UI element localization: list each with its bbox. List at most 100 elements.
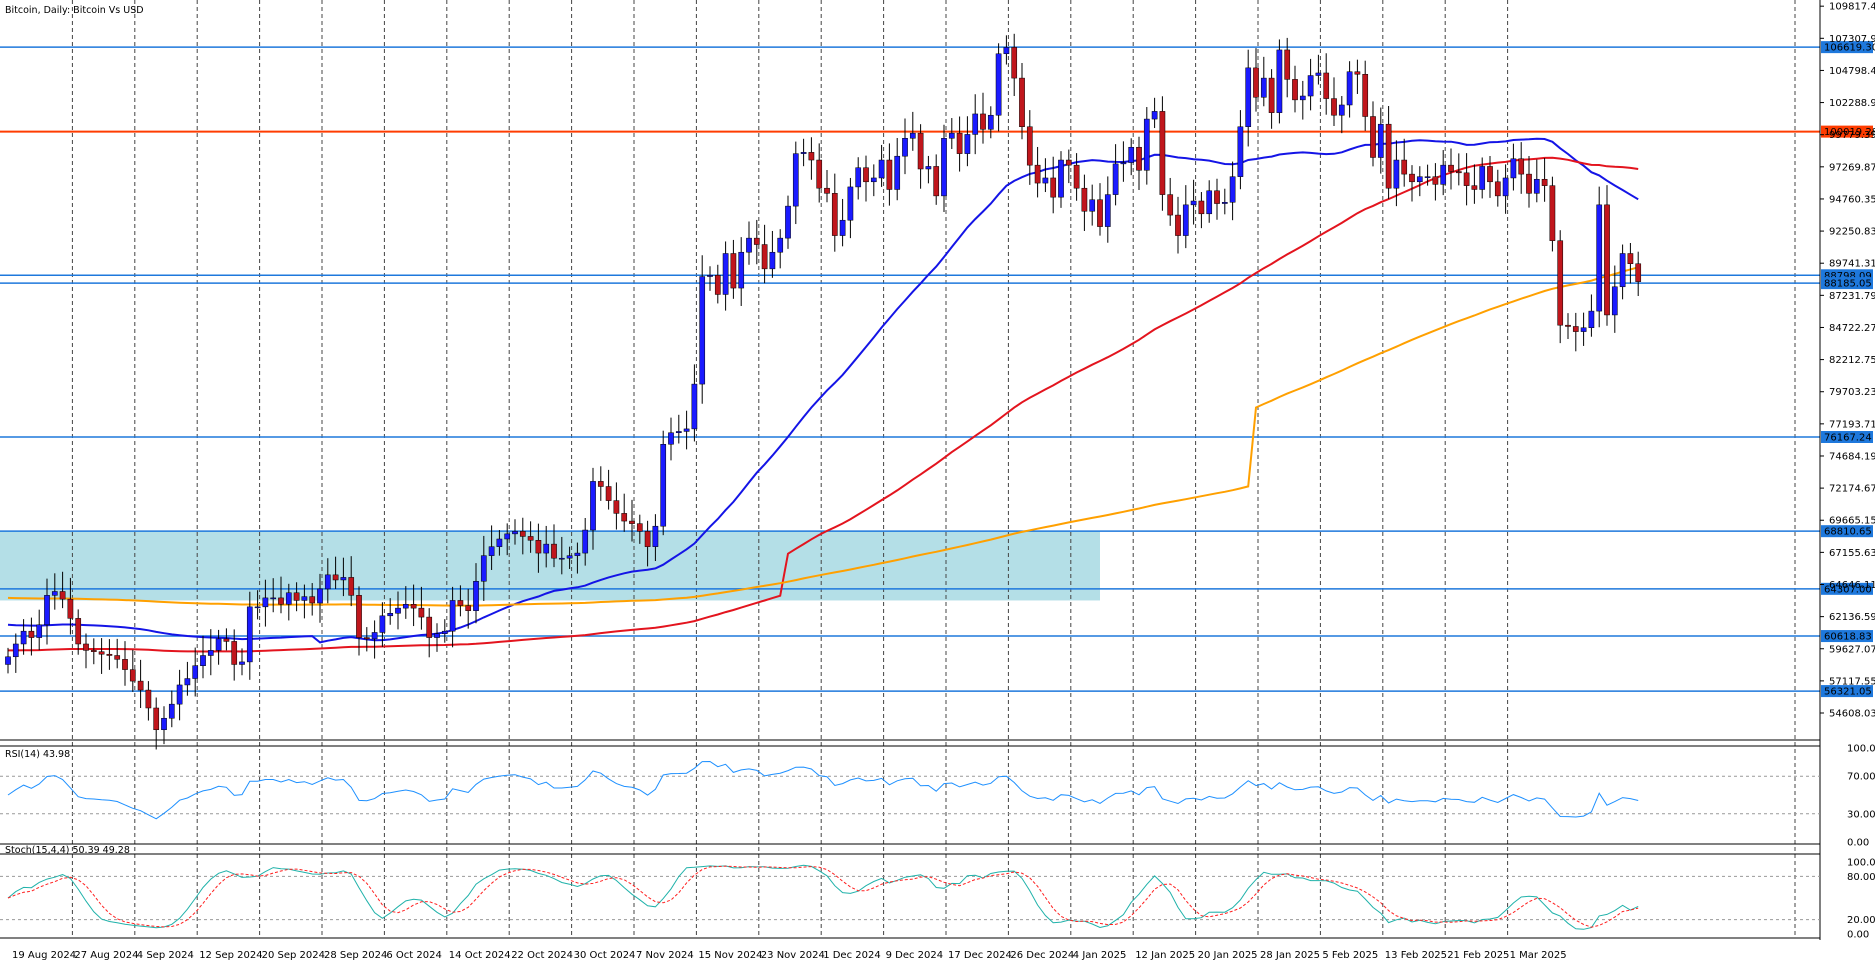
candle-body xyxy=(1081,187,1088,212)
candle-body xyxy=(496,538,503,547)
candle-body xyxy=(1120,162,1127,165)
candle-body xyxy=(691,383,698,430)
candle-body xyxy=(418,607,425,618)
candle-body xyxy=(1331,98,1337,116)
candle-body xyxy=(870,177,877,183)
candle-body xyxy=(457,600,464,606)
candle-body xyxy=(1019,77,1025,127)
level-tag xyxy=(1821,525,1873,538)
candle-body xyxy=(254,606,261,609)
price-tick-label: 62136.59 xyxy=(1829,612,1875,623)
candle-body xyxy=(137,680,144,691)
candle-body xyxy=(161,717,167,731)
candle-body xyxy=(1541,178,1548,186)
price-axis: 109817.47 107307.95 104798.43 102288.91 9977… xyxy=(0,0,1875,940)
candle-body xyxy=(1128,146,1135,163)
candle-body xyxy=(1050,177,1057,198)
candle-body xyxy=(1416,176,1423,183)
candle-body xyxy=(753,237,760,245)
candle-body xyxy=(114,655,121,660)
price-tick-label: 72174.67 xyxy=(1829,484,1875,495)
candle-body xyxy=(1572,326,1579,332)
candle-body xyxy=(145,689,152,709)
candle-body xyxy=(1182,204,1189,236)
candle-body xyxy=(785,205,791,239)
candle-body xyxy=(839,219,846,236)
candles xyxy=(5,33,1642,750)
price-tick-label: 89741.31 xyxy=(1829,259,1875,270)
price-tick-label: 67155.63 xyxy=(1829,548,1875,559)
candle-body xyxy=(301,596,308,601)
rsi-line xyxy=(7,760,1639,820)
candle-body xyxy=(1588,310,1595,329)
level-tag xyxy=(1821,582,1873,595)
candle-body xyxy=(535,540,542,554)
candle-body xyxy=(449,600,456,632)
indicator-panels: 100.00 70.00 30.00 0.00 100.00 80.00 20.00 0.00 xyxy=(0,744,1875,941)
candle-body xyxy=(792,153,799,207)
price-tick-label: 57117.55 xyxy=(1829,676,1875,687)
candle-body xyxy=(558,557,565,560)
date-label: 26 Dec 2024 xyxy=(1010,950,1074,961)
candle-body xyxy=(395,607,401,614)
candle-body xyxy=(582,529,589,554)
candle-body xyxy=(746,237,752,253)
candle-body xyxy=(1409,173,1415,183)
price-tick-label: 79703.23 xyxy=(1829,387,1875,398)
candle-body xyxy=(1034,164,1041,184)
candle-body xyxy=(1112,163,1119,195)
candle-body xyxy=(317,588,323,604)
candle-body xyxy=(551,543,557,559)
candle-body xyxy=(246,606,253,663)
level-tag xyxy=(1821,630,1873,643)
candle-body xyxy=(1097,199,1103,227)
price-tick-label: 107307.95 xyxy=(1829,34,1875,45)
candle-body xyxy=(816,159,823,189)
candle-body xyxy=(629,520,635,524)
candle-body xyxy=(738,251,745,289)
candle-body xyxy=(402,604,409,609)
candle-body xyxy=(441,630,448,634)
candle-body xyxy=(1253,67,1259,98)
candle-body xyxy=(1003,47,1010,55)
candle-body xyxy=(1354,71,1361,75)
candle-body xyxy=(1619,253,1626,288)
date-label: 15 Nov 2024 xyxy=(698,950,762,961)
candle-body xyxy=(956,132,963,154)
candle-body xyxy=(925,166,932,170)
candle-body xyxy=(480,555,487,582)
candle-body xyxy=(215,638,222,651)
candle-body xyxy=(980,113,986,130)
stoch-label: Stoch(15,4,4) 50.39 49.28 xyxy=(5,845,130,856)
rsi-axis-label: 30.00 xyxy=(1847,809,1875,820)
candle-body xyxy=(1276,49,1283,113)
candle-body xyxy=(1471,185,1478,190)
level-tag-label: 56321.05 xyxy=(1824,687,1872,698)
date-label: 17 Dec 2024 xyxy=(948,950,1012,961)
date-label: 1 Dec 2024 xyxy=(823,950,881,961)
candle-body xyxy=(122,659,128,670)
candle-body xyxy=(473,580,479,611)
moving-averages xyxy=(7,137,1639,653)
candle-body xyxy=(1510,158,1517,179)
candle-body xyxy=(972,113,979,135)
candle-body xyxy=(98,651,105,655)
candle-body xyxy=(1604,204,1610,316)
candle-body xyxy=(1338,104,1345,116)
candle-body xyxy=(1611,286,1618,316)
rsi-axis-label: 0.00 xyxy=(1847,838,1869,849)
sma-slow-line xyxy=(7,266,1639,607)
date-label: 20 Sep 2024 xyxy=(262,950,325,961)
date-label: 20 Jan 2025 xyxy=(1198,950,1258,961)
candle-body xyxy=(808,152,815,161)
date-label: 7 Nov 2024 xyxy=(636,950,694,961)
date-label: 28 Sep 2024 xyxy=(324,950,387,961)
candle-body xyxy=(1011,47,1018,79)
candle-body xyxy=(1299,95,1306,101)
candle-body xyxy=(379,615,386,633)
support-zone-layer xyxy=(0,531,1100,601)
candle-body xyxy=(59,591,66,600)
price-tick-label: 87231.79 xyxy=(1829,291,1875,302)
candle-body xyxy=(129,669,136,682)
